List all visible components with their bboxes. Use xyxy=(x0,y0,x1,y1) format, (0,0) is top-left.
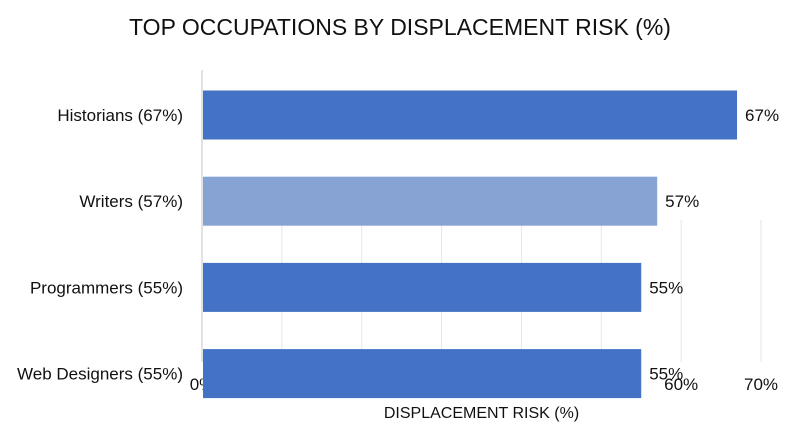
data-label: 57% xyxy=(665,192,699,211)
bar xyxy=(203,262,642,312)
data-label: 55% xyxy=(649,278,683,297)
bar xyxy=(203,349,642,399)
data-label: 55% xyxy=(649,365,683,384)
chart-title: TOP OCCUPATIONS BY DISPLACEMENT RISK (%) xyxy=(129,14,671,40)
category-label: Web Designers (55%) xyxy=(17,365,183,384)
category-label: Writers (57%) xyxy=(79,192,183,211)
bar xyxy=(203,90,738,140)
x-axis-title: DISPLACEMENT RISK (%) xyxy=(384,405,579,422)
x-tick-label: 70% xyxy=(744,375,778,394)
category-label: Programmers (55%) xyxy=(30,278,183,297)
data-label: 67% xyxy=(745,106,779,125)
x-tick-label: 60% xyxy=(664,375,698,394)
bar xyxy=(203,176,658,226)
category-label: Historians (67%) xyxy=(57,106,183,125)
